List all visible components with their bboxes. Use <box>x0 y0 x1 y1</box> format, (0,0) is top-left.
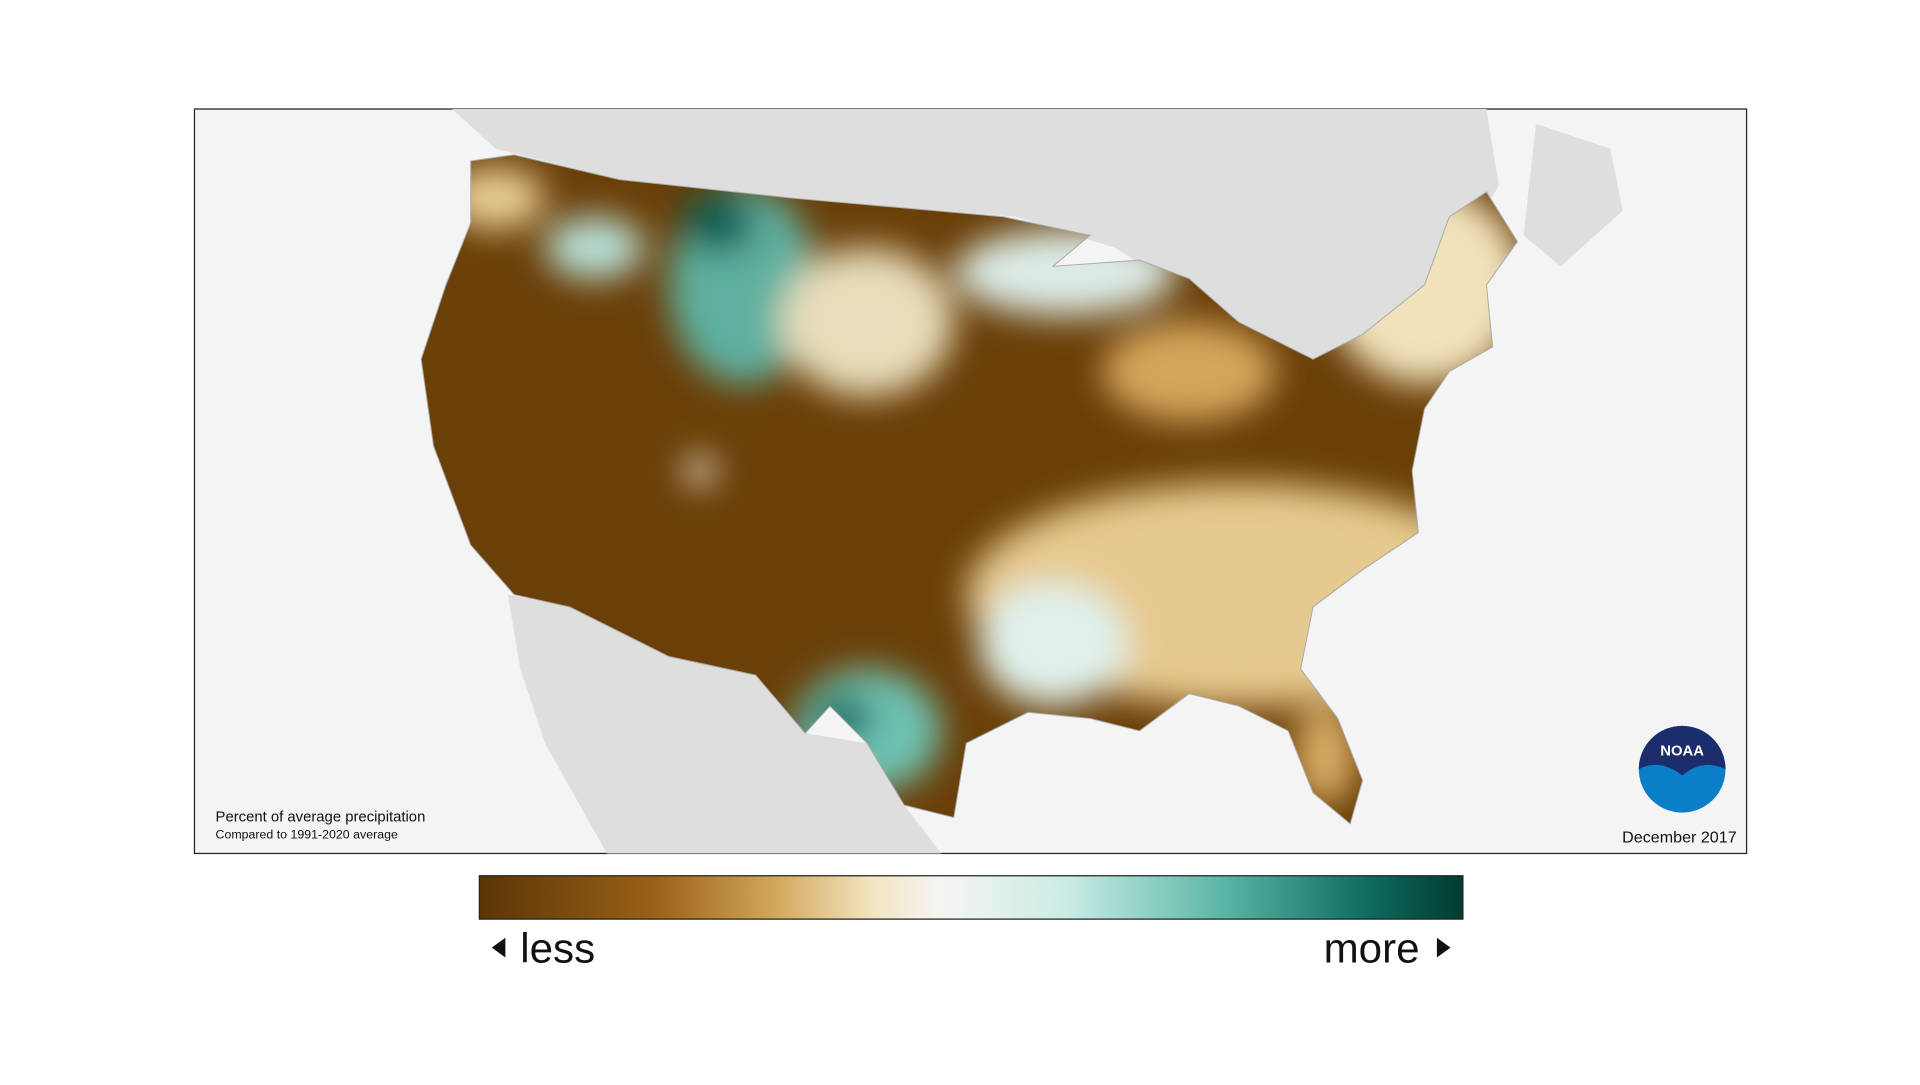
caption-title: Percent of average precipitation <box>216 809 426 825</box>
map-figure: Percent of average precipitation Compare… <box>193 108 1748 971</box>
logo-label: NOAA <box>1660 744 1704 760</box>
noaa-logo: NOAA <box>1638 725 1726 813</box>
canada <box>452 109 1499 372</box>
legend-bar <box>478 875 1464 920</box>
mexico <box>507 594 942 854</box>
legend-low-label: less <box>520 924 595 971</box>
legend-arrow-left <box>491 937 506 958</box>
canada-east <box>1523 123 1623 267</box>
map-date: December 2017 <box>1622 828 1737 846</box>
caption-subtitle: Compared to 1991-2020 average <box>216 828 398 842</box>
legend-high-label: more <box>1324 924 1420 971</box>
legend-arrow-right <box>1436 937 1451 958</box>
basemap <box>452 109 1623 854</box>
